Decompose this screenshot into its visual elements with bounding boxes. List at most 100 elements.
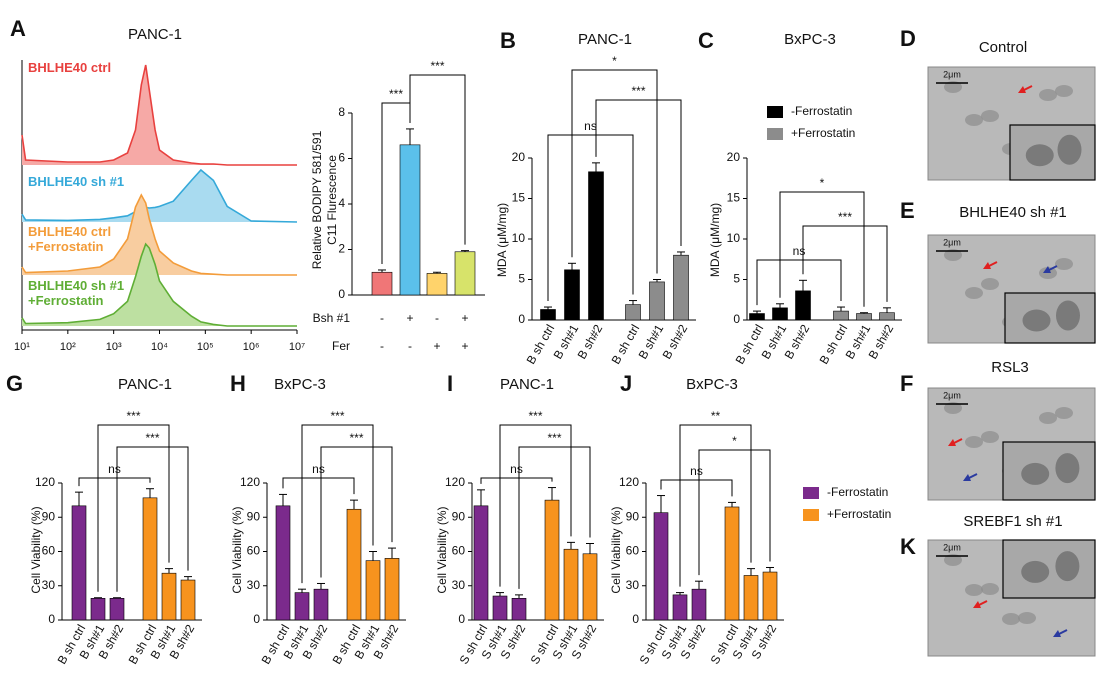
series-label: BHLHE40 sh #1 +Ferrostatin (28, 278, 125, 308)
row-value: - (408, 339, 412, 353)
y-tick-label: 20 (727, 150, 741, 164)
organelle (1039, 412, 1057, 424)
y-axis-label: C11 Flurescence (325, 155, 339, 245)
bar (673, 254, 689, 321)
organelle (981, 278, 999, 290)
bar (109, 598, 125, 621)
significance-label: ns (793, 244, 806, 258)
significance-label: * (612, 54, 617, 68)
significance-bracket (779, 191, 865, 307)
y-tick-label: 2 (338, 242, 345, 256)
panel-letter: I (447, 371, 453, 396)
organelle (981, 110, 999, 122)
panel-title: BxPC-3 (274, 376, 326, 393)
inset-organelle (1055, 453, 1080, 484)
y-tick-label: 60 (626, 544, 640, 558)
y-tick-label: 60 (452, 544, 466, 558)
x-tick-label: B sh ctrl (609, 322, 643, 367)
y-tick-label: 90 (452, 509, 466, 523)
bar (294, 592, 310, 621)
organelle (1055, 258, 1073, 270)
significance-label: ** (711, 409, 721, 423)
row-value: + (461, 339, 468, 353)
panel-letter: K (900, 534, 916, 559)
x-tick-label: 10⁵ (197, 341, 214, 353)
row-value: - (380, 311, 384, 325)
y-tick-label: 30 (452, 578, 466, 592)
bar (161, 572, 177, 621)
area-fill (22, 244, 297, 326)
scale-label: 2μm (943, 237, 961, 247)
panel-letter: D (900, 26, 916, 51)
bar (492, 595, 508, 621)
organelle (981, 431, 999, 443)
significance-bracket (518, 446, 591, 589)
bar (540, 309, 556, 321)
inset-organelle (1057, 134, 1082, 165)
bar (672, 594, 688, 621)
trace (21, 242, 297, 327)
x-tick-label: 10⁴ (151, 341, 168, 353)
arrow-head (1043, 266, 1051, 273)
bar (346, 508, 362, 621)
y-tick-label: 60 (42, 544, 56, 558)
significance-bracket (282, 477, 355, 495)
y-axis-label: MDA (μM/mg) (708, 203, 722, 277)
significance-label: *** (145, 431, 159, 445)
row-value: - (435, 311, 439, 325)
row-value: + (461, 311, 468, 325)
x-tick-label: 10¹ (14, 341, 30, 353)
panel-letter: E (900, 198, 915, 223)
y-tick-label: 0 (733, 312, 740, 326)
significance-bracket (78, 477, 151, 487)
organelle (944, 249, 962, 261)
significance-bracket (595, 99, 682, 246)
arrow-head (973, 601, 981, 608)
y-tick-label: 6 (338, 151, 345, 165)
bar (856, 313, 872, 321)
organelle (1018, 612, 1036, 624)
y-tick-label: 120 (445, 475, 465, 489)
arrow-head (948, 439, 956, 446)
y-tick-label: 0 (338, 287, 345, 301)
organelle (944, 554, 962, 566)
row-label: Bsh #1 (313, 311, 351, 325)
bar (454, 251, 476, 296)
significance-label: * (732, 434, 737, 448)
significance-bracket (116, 446, 189, 592)
significance-label: *** (528, 409, 542, 423)
inset-organelle (1025, 144, 1054, 167)
trace (21, 193, 297, 276)
organelle (1039, 89, 1057, 101)
legend-swatch (767, 106, 783, 118)
panel-letter: F (900, 371, 913, 396)
significance-bracket (660, 479, 733, 497)
y-tick-label: 4 (338, 196, 345, 210)
y-tick-label: 20 (512, 150, 526, 164)
significance-label: *** (349, 431, 363, 445)
y-tick-label: 0 (458, 612, 465, 626)
area-fill (22, 195, 297, 275)
y-tick-label: 120 (35, 475, 55, 489)
significance-bracket (409, 74, 466, 245)
bar (180, 579, 196, 621)
arrow-head (963, 474, 971, 481)
y-tick-label: 0 (518, 312, 525, 326)
bar (653, 512, 669, 621)
legend-swatch (803, 487, 819, 499)
y-axis-label: Relative BODIPY 581/591 (310, 130, 324, 269)
area-fill (22, 170, 297, 222)
y-tick-label: 8 (338, 105, 345, 119)
x-tick-label: 10² (60, 341, 76, 353)
bar (365, 560, 381, 621)
organelle (965, 436, 983, 448)
bar (588, 171, 604, 321)
inset-organelle (1055, 551, 1080, 582)
row-value: + (433, 339, 440, 353)
panel-title: Control (979, 39, 1027, 56)
y-tick-label: 0 (632, 612, 639, 626)
trace (21, 64, 297, 166)
y-tick-label: 90 (247, 509, 261, 523)
significance-label: * (820, 176, 825, 190)
significance-bracket (547, 134, 634, 302)
